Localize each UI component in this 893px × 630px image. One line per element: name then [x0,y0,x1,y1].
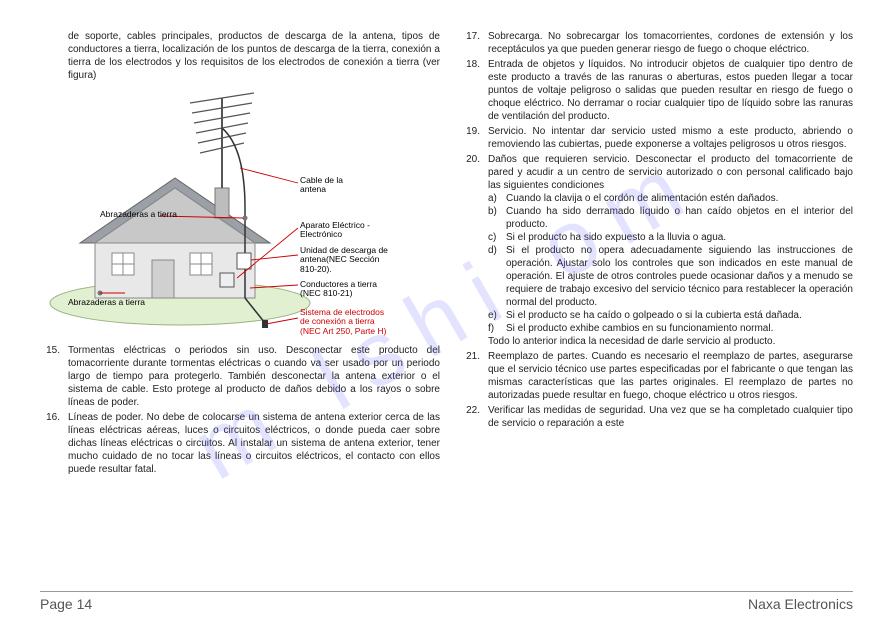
grounding-figure: Abrazaderas a tierra Abrazaderas a tierr… [40,88,440,338]
list-text: Verificar las medidas de seguridad. Una … [488,404,853,430]
list-item: 17.Sobrecarga. No sobrecargar los tomaco… [460,30,853,56]
sub-text: Si el producto exhibe cambios en su func… [506,322,853,335]
sub-item: e)Si el producto se ha caído o golpeado … [488,309,853,322]
sub-letter: b) [488,205,506,231]
right-list: 17.Sobrecarga. No sobrecargar los tomaco… [460,30,853,430]
list-item: 21.Reemplazo de partes. Cuando es necesa… [460,350,853,402]
list-item: 18.Entrada de objetos y líquidos. No int… [460,58,853,123]
sub-text: Cuando ha sido derramado líquido o han c… [506,205,853,231]
list-item: 22.Verificar las medidas de seguridad. U… [460,404,853,430]
intro-paragraph: de soporte, cables principales, producto… [40,30,440,82]
list-main-text: Daños que requieren servicio. Desconecta… [488,153,853,192]
sub-letter: e) [488,309,506,322]
list-item: 15.Tormentas eléctricas o periodos sin u… [40,344,440,409]
figure-label-clamp2: Abrazaderas a tierra [68,298,145,307]
sub-text: Si el producto ha sido expuesto a la llu… [506,231,853,244]
list-item: 20.Daños que requieren servicio. Descone… [460,153,853,348]
figure-label-clamp1: Abrazaderas a tierra [100,210,177,219]
brand-name: Naxa Electronics [748,596,853,612]
figure-label-aparato: Aparato Eléctrico - Electrónico [300,221,370,240]
figure-label-cable: Cable de la antena [300,176,343,195]
list-text: Servicio. No intentar dar servicio usted… [488,125,853,151]
list-number: 18. [460,58,488,123]
sub-letter: f) [488,322,506,335]
left-column: de soporte, cables principales, producto… [40,30,440,478]
list-number: 19. [460,125,488,151]
sub-item: f)Si el producto exhibe cambios en su fu… [488,322,853,335]
figure-label-sistema: Sistema de electrodos de conexión a tier… [300,308,386,336]
sub-letter: c) [488,231,506,244]
list-text: Entrada de objetos y líquidos. No introd… [488,58,853,123]
sub-item: a)Cuando la clavija o el cordón de alime… [488,192,853,205]
list-main-text: Sobrecarga. No sobrecargar los tomacorri… [488,30,853,56]
list-main-text: Servicio. No intentar dar servicio usted… [488,125,853,151]
right-column: 17.Sobrecarga. No sobrecargar los tomaco… [460,30,853,478]
page: m lshi om de soporte, cables principales… [0,0,893,630]
sub-item: d)Si el producto no opera adecuadamente … [488,244,853,309]
list-main-text: Entrada de objetos y líquidos. No introd… [488,58,853,123]
content-columns: de soporte, cables principales, producto… [40,30,853,478]
list-number: 16. [40,411,68,476]
sub-item: c)Si el producto ha sido expuesto a la l… [488,231,853,244]
sub-letter: a) [488,192,506,205]
list-text: Tormentas eléctricas o periodos sin uso.… [68,344,440,409]
left-list: 15.Tormentas eléctricas o periodos sin u… [40,344,440,476]
list-number: 22. [460,404,488,430]
list-item: 19.Servicio. No intentar dar servicio us… [460,125,853,151]
sub-text: Cuando la clavija o el cordón de aliment… [506,192,853,205]
list-number: 21. [460,350,488,402]
list-number: 17. [460,30,488,56]
list-text: Líneas de poder. No debe de colocarse un… [68,411,440,476]
list-item: 16.Líneas de poder. No debe de colocarse… [40,411,440,476]
sub-item: b)Cuando ha sido derramado líquido o han… [488,205,853,231]
sub-letter: d) [488,244,506,309]
figure-label-conductores: Conductores a tierra (NEC 810-21) [300,280,377,299]
list-main-text: Verificar las medidas de seguridad. Una … [488,404,853,430]
list-main-text: Reemplazo de partes. Cuando es necesario… [488,350,853,402]
list-text: Daños que requieren servicio. Desconecta… [488,153,853,348]
list-text: Sobrecarga. No sobrecargar los tomacorri… [488,30,853,56]
list-text: Reemplazo de partes. Cuando es necesario… [488,350,853,402]
page-number: Page 14 [40,596,92,612]
list-number: 15. [40,344,68,409]
figure-label-unidad: Unidad de descarga de antena(NEC Sección… [300,246,388,274]
page-footer: Page 14 Naxa Electronics [40,591,853,612]
list-tail: Todo lo anterior indica la necesidad de … [488,335,853,348]
sub-text: Si el producto se ha caído o golpeado o … [506,309,853,322]
sub-text: Si el producto no opera adecuadamente si… [506,244,853,309]
list-number: 20. [460,153,488,348]
